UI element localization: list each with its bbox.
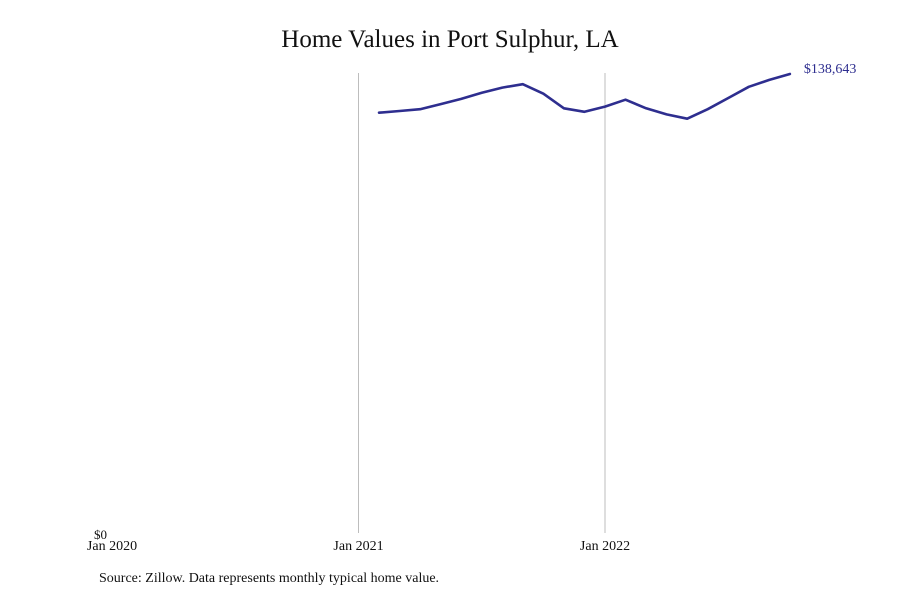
source-note: Source: Zillow. Data represents monthly …: [99, 571, 440, 586]
chart-title: Home Values in Port Sulphur, LA: [281, 26, 619, 53]
series-line: [377, 72, 792, 120]
x-tick-label: Jan 2021: [333, 539, 383, 554]
x-tick-label: Jan 2022: [580, 539, 630, 554]
x-tick-label: Jan 2020: [87, 539, 137, 554]
end-value-label: $138,643: [804, 62, 857, 77]
y-tick-label: $0: [94, 527, 107, 542]
